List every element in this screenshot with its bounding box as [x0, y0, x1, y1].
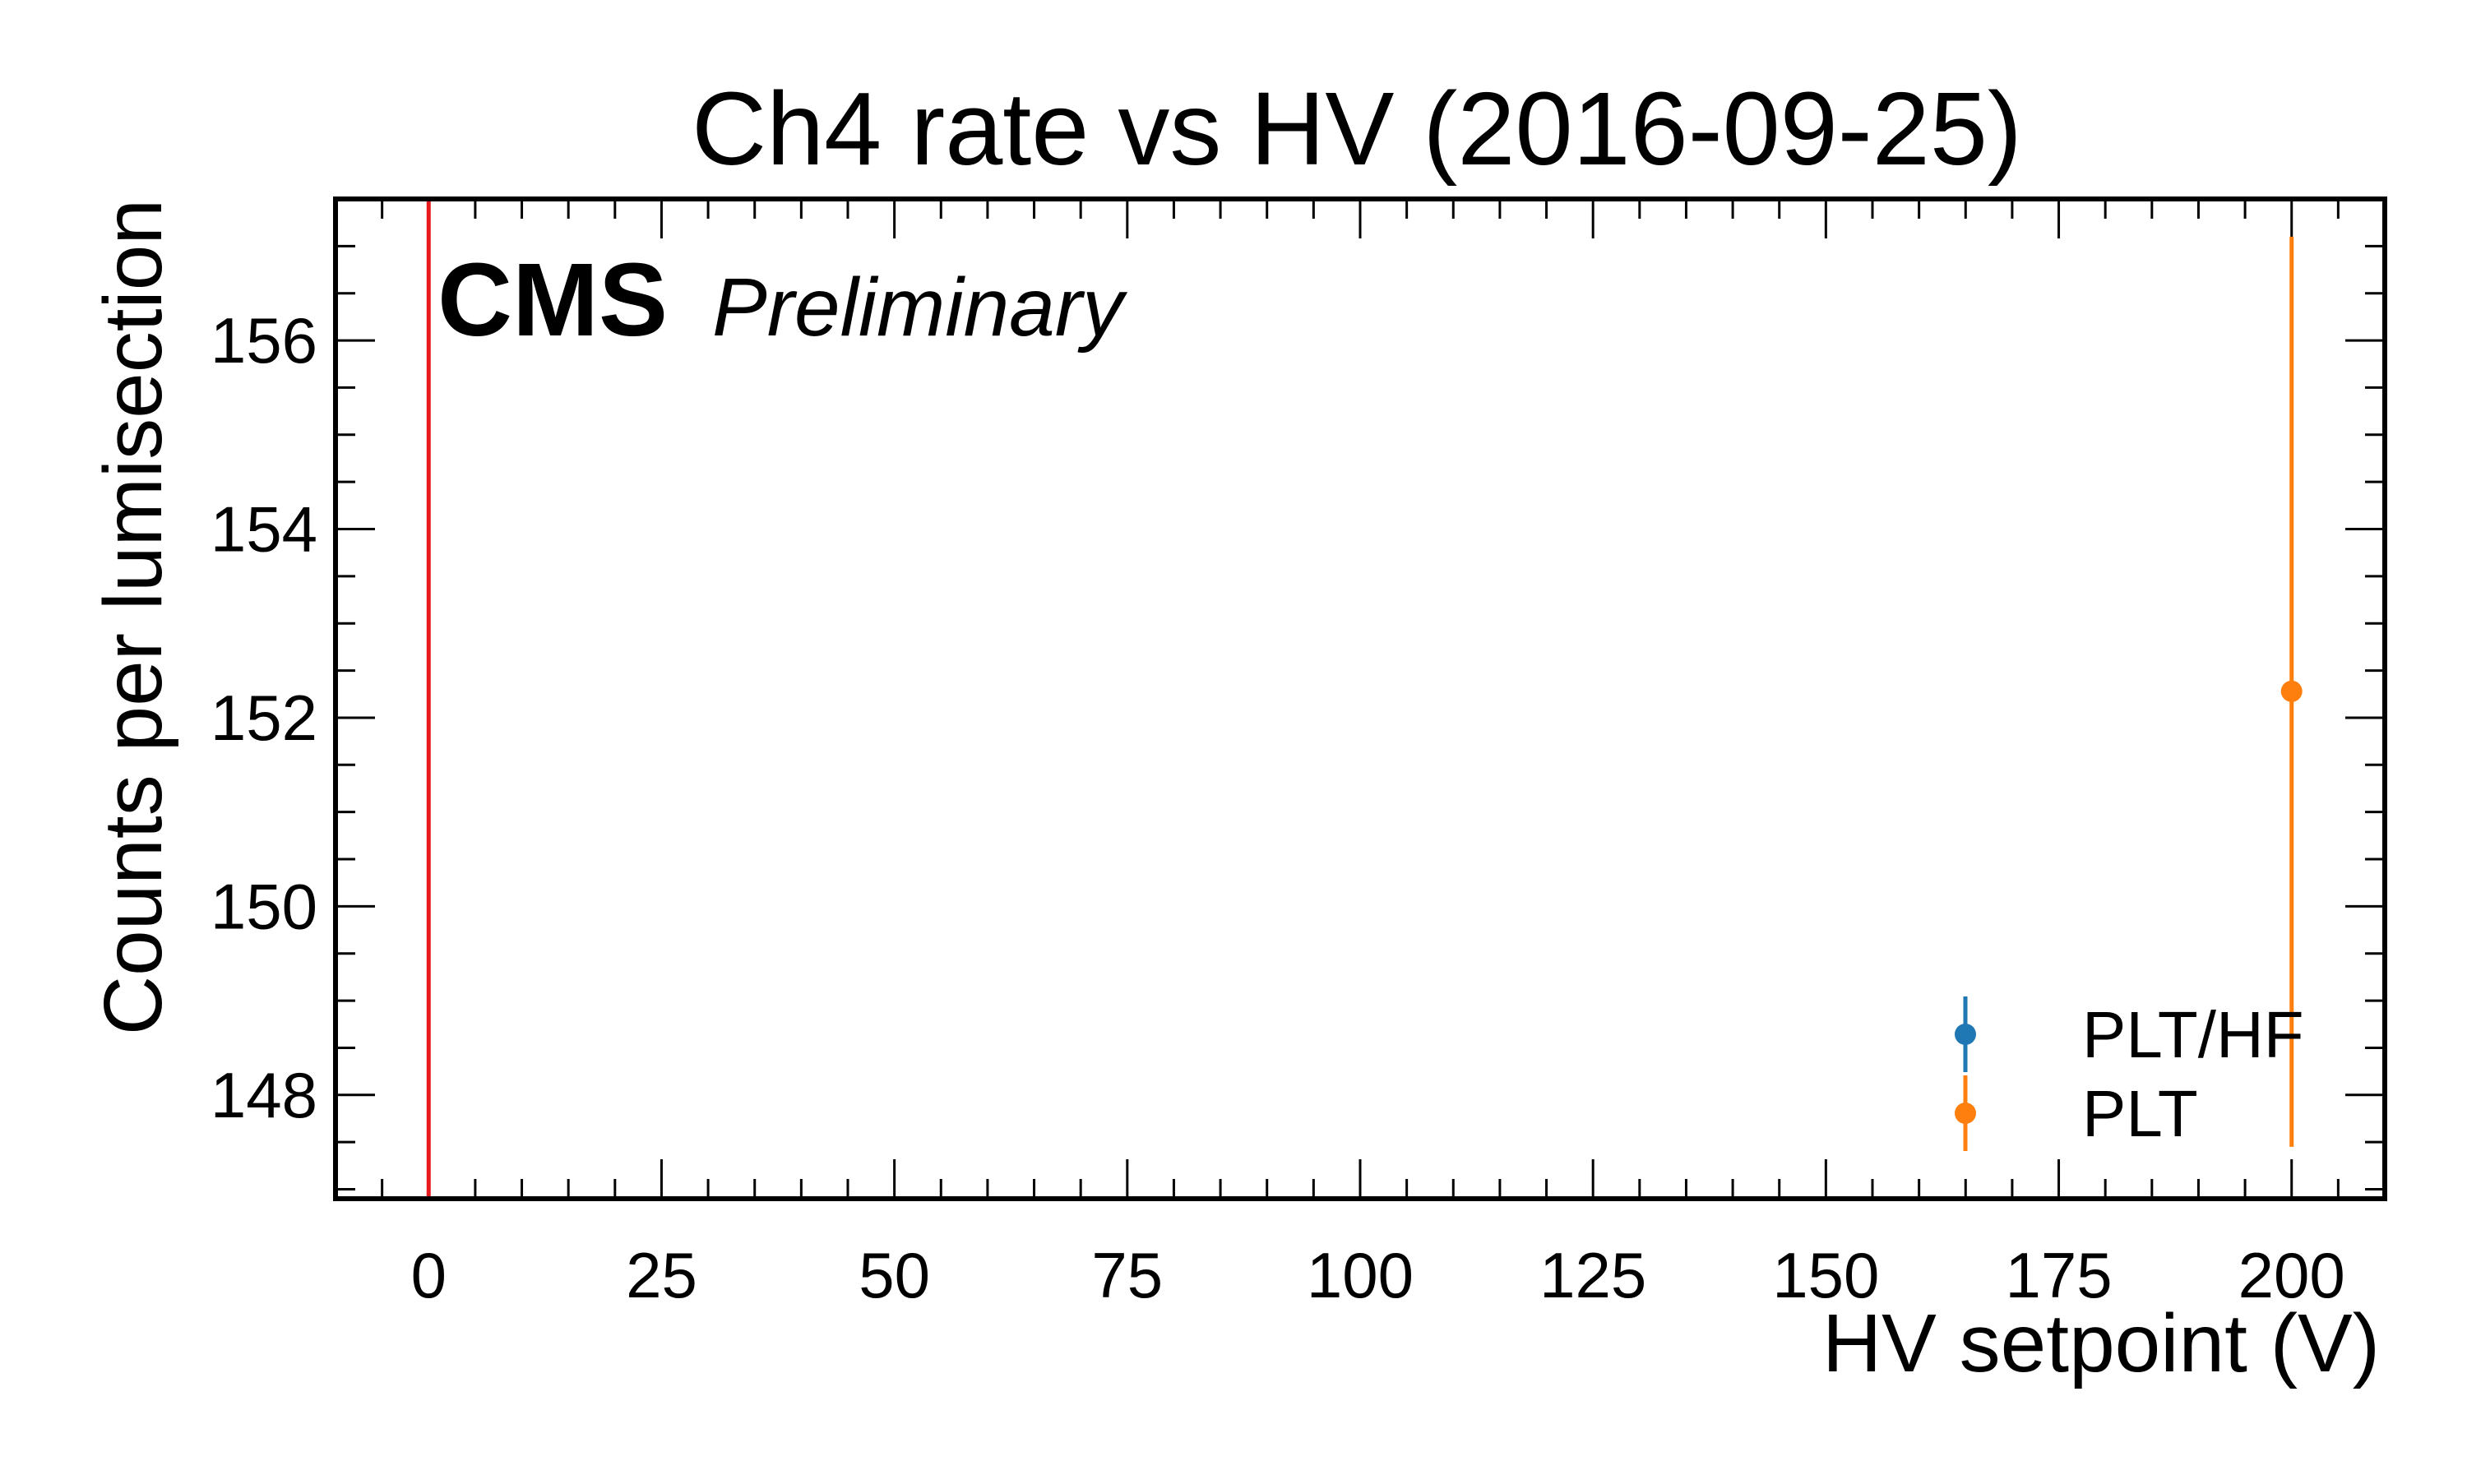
- cms-label: CMS: [437, 242, 668, 358]
- x-tick-label: 150: [1772, 1239, 1879, 1311]
- y-axis-label: Counts per lumisection: [87, 199, 179, 1035]
- y-tick-label: 156: [211, 304, 317, 377]
- x-tick-label: 75: [1091, 1239, 1163, 1311]
- x-tick-label: 50: [859, 1239, 930, 1311]
- x-tick-label: 200: [2238, 1239, 2345, 1311]
- x-tick-label: 0: [411, 1239, 447, 1311]
- x-tick-label: 100: [1307, 1239, 1414, 1311]
- x-axis-label: HV setpoint (V): [1822, 1297, 2380, 1389]
- preliminary-label: Preliminary: [712, 261, 1128, 354]
- x-tick-label: 125: [1539, 1239, 1646, 1311]
- x-tick-label: 175: [2005, 1239, 2112, 1311]
- y-tick-label: 154: [211, 493, 317, 566]
- plot-frame: [333, 196, 2387, 1201]
- legend-label: PLT: [2082, 1077, 2198, 1150]
- y-tick-label: 148: [211, 1059, 317, 1131]
- data-point: [2280, 680, 2303, 702]
- y-tick-label: 150: [211, 870, 317, 942]
- y-tick-label: 152: [211, 682, 317, 754]
- chart-title: Ch4 rate vs HV (2016-09-25): [692, 71, 2022, 187]
- legend-marker: [1955, 1024, 1976, 1045]
- legend-marker: [1955, 1103, 1976, 1124]
- legend-label: PLT/HF: [2082, 998, 2304, 1071]
- x-tick-label: 25: [626, 1239, 697, 1311]
